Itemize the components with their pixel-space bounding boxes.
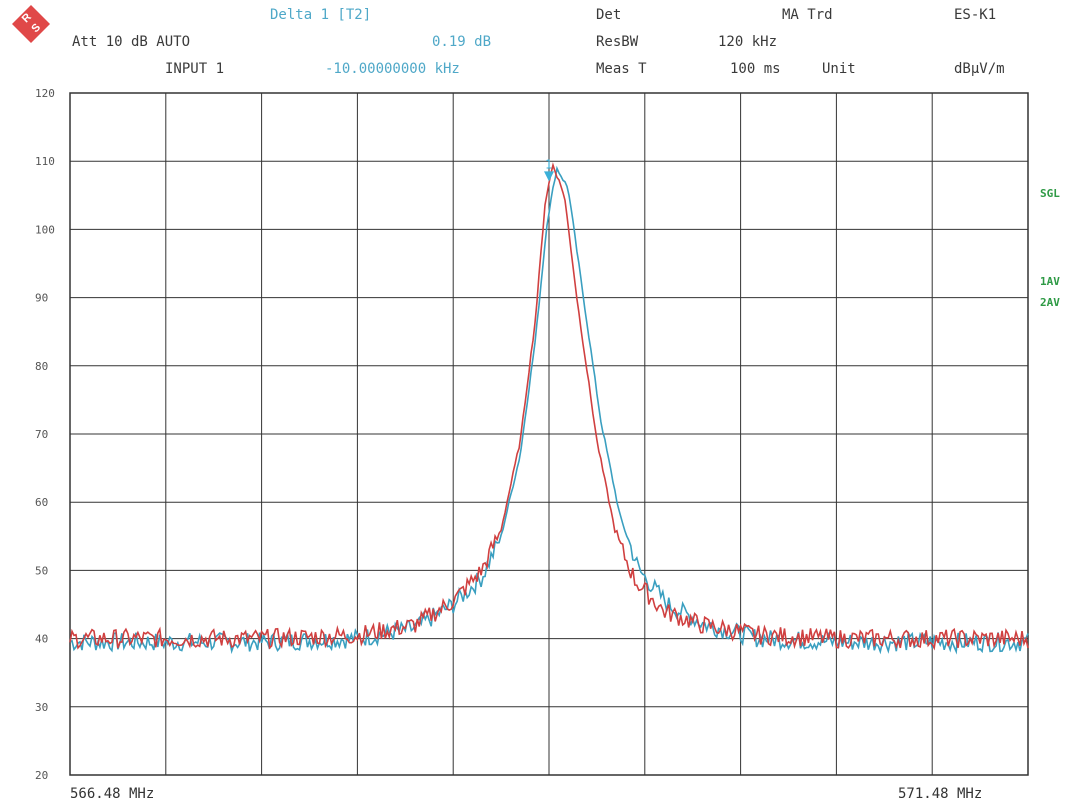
unit-label: Unit xyxy=(822,61,856,77)
meas-time-value: 100 ms xyxy=(730,61,781,77)
x-start-label: 566.48 MHz xyxy=(70,786,155,802)
y-tick-label: 90 xyxy=(35,292,48,305)
input-label: INPUT 1 xyxy=(165,61,225,77)
device-name: ES-K1 xyxy=(954,7,997,23)
y-tick-label: 60 xyxy=(35,496,48,509)
sgl-indicator: SGL xyxy=(1040,187,1060,200)
y-tick-label: 30 xyxy=(35,701,48,714)
marker-frequency: -10.00000000 kHz xyxy=(325,61,460,77)
rohde-schwarz-logo-icon: R S xyxy=(12,5,50,43)
y-tick-label: 40 xyxy=(35,633,48,646)
meas-time-label: Meas T xyxy=(596,61,647,77)
y-tick-label: 120 xyxy=(35,87,55,100)
y-tick-label: 100 xyxy=(35,223,55,236)
trace-1AV xyxy=(69,162,1029,651)
trace2-indicator: 2AV xyxy=(1040,296,1060,309)
detector-label: Det xyxy=(596,7,622,23)
resbw-label: ResBW xyxy=(596,34,639,50)
y-tick-label: 70 xyxy=(35,428,48,441)
marker-title: Delta 1 [T2] xyxy=(270,7,372,23)
marker-triangle-icon xyxy=(544,171,554,182)
y-tick-label: 20 xyxy=(35,769,48,782)
marker-number-label: 1 xyxy=(545,157,552,171)
attenuation-label: Att 10 dB AUTO xyxy=(72,34,191,50)
resbw-value: 120 kHz xyxy=(718,34,778,50)
trace-mode: MA Trd xyxy=(782,7,833,23)
x-stop-label: 571.48 MHz xyxy=(898,786,983,802)
y-tick-label: 80 xyxy=(35,360,48,373)
y-tick-label: 110 xyxy=(35,155,55,168)
unit-value: dBµV/m xyxy=(954,61,1005,77)
trace1-indicator: 1AV xyxy=(1040,275,1060,288)
marker-level: 0.19 dB xyxy=(432,34,492,50)
y-tick-label: 50 xyxy=(35,564,48,577)
